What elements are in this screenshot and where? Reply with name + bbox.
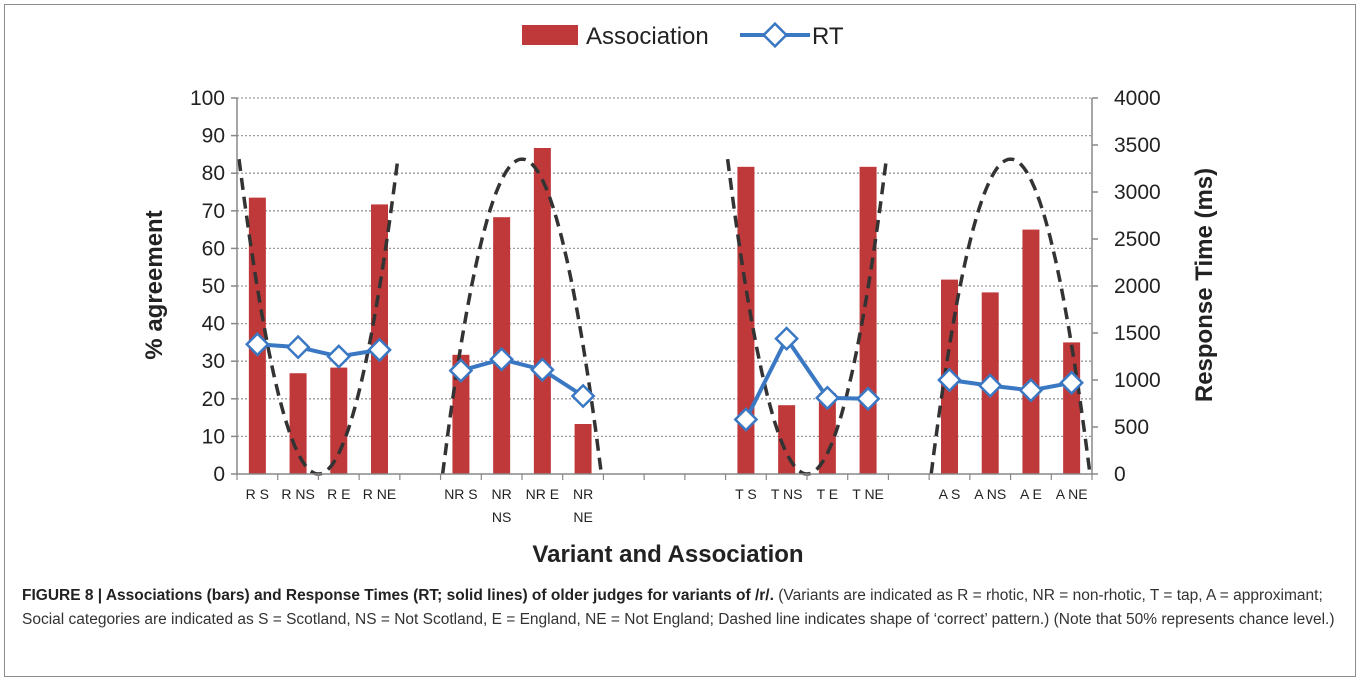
x-tick-label: T NE (852, 486, 884, 502)
x-tick-label: A NS (974, 486, 1006, 502)
association-bar (1063, 342, 1081, 474)
tick-labels: 0102030405060708090100050010001500200025… (190, 87, 1161, 525)
rt-marker (570, 383, 596, 409)
x-tick-label: A S (939, 486, 961, 502)
chart: 0102030405060708090100050010001500200025… (141, 21, 1218, 568)
association-bar (493, 217, 511, 474)
y-tick-label: 20 (202, 388, 225, 411)
y-tick-label: 70 (202, 200, 225, 223)
legend-association-swatch (522, 25, 578, 45)
caption-lead: FIGURE 8 | Associations (bars) and Respo… (22, 587, 774, 604)
y-tick-label: 30 (202, 350, 225, 373)
y2-tick-label: 3000 (1114, 181, 1161, 204)
x-tick-label: NR S (444, 486, 477, 502)
figure-frame (4, 4, 1356, 677)
y2-tick-label: 500 (1114, 416, 1149, 439)
rt-marker (733, 407, 759, 432)
x-tick-label: NE (573, 509, 592, 525)
rt-line (460, 357, 585, 398)
y2-tick-label: 3500 (1114, 134, 1161, 157)
rt-marker (285, 334, 311, 360)
association-bar (1022, 229, 1040, 474)
rt-marker (774, 326, 799, 351)
rt-marker (489, 346, 514, 372)
association-bar (330, 367, 348, 474)
y2-tick-label: 0 (1114, 463, 1126, 486)
y-tick-label: 90 (202, 125, 225, 148)
association-bar (289, 373, 307, 474)
association-bar (778, 405, 796, 474)
caption-body: (Variants are indicated as R = rhotic, N… (22, 587, 1335, 628)
rt-marker (245, 331, 270, 357)
rt-marker (448, 358, 474, 383)
association-bars (248, 148, 1081, 475)
x-tick-label: R E (327, 486, 350, 502)
rt-marker (326, 344, 352, 369)
rt-marker (1059, 370, 1084, 396)
x-tick-label: T S (735, 486, 757, 502)
association-bar (452, 354, 470, 474)
y-tick-label: 60 (202, 237, 225, 260)
rt-marker (937, 367, 962, 393)
legend: Association RT (522, 21, 844, 50)
rt-line (257, 342, 380, 359)
y-axis-title: % agreement (141, 210, 168, 359)
rt-marker (367, 337, 392, 363)
x-tick-label: T NS (771, 486, 803, 502)
legend-rt-marker (761, 21, 789, 49)
axes (231, 97, 1098, 480)
x-tick-label: R S (246, 486, 269, 502)
association-bar (818, 393, 836, 474)
association-bar (533, 148, 551, 474)
correct-pattern-curve (440, 157, 604, 475)
rt-marker (530, 357, 555, 383)
rt-line (744, 334, 869, 421)
x-axis-title: Variant and Association (532, 541, 803, 568)
y-tick-label: 40 (202, 313, 225, 336)
rt-marker (855, 386, 881, 412)
rt-marker (1018, 377, 1044, 403)
y2-tick-label: 4000 (1114, 87, 1161, 110)
y-tick-label: 80 (202, 162, 225, 185)
x-tick-label: NR E (526, 486, 559, 502)
y2-tick-label: 1500 (1114, 322, 1161, 345)
y-tick-label: 0 (213, 463, 225, 486)
correct-pattern-curves (237, 157, 1092, 476)
x-tick-label: T E (817, 486, 839, 502)
x-tick-label: NR (492, 486, 512, 502)
y2-tick-label: 2000 (1114, 275, 1161, 298)
x-tick-label: A E (1020, 486, 1042, 502)
association-bar (574, 423, 592, 474)
x-tick-label: R NS (281, 486, 314, 502)
figure-caption: FIGURE 8 | Associations (bars) and Respo… (22, 584, 1340, 632)
y2-tick-label: 1000 (1114, 369, 1161, 392)
y-tick-label: 50 (202, 275, 225, 298)
x-tick-label: NR (573, 486, 593, 502)
y2-tick-label: 2500 (1114, 228, 1161, 251)
rt-marker (815, 385, 840, 411)
y2-axis-title: Response Time (ms) (1191, 168, 1218, 402)
rt-line (949, 378, 1072, 393)
x-tick-label: NS (492, 509, 511, 525)
association-bar (737, 166, 755, 475)
y-tick-label: 100 (190, 87, 225, 110)
correct-pattern-curve (929, 157, 1092, 475)
legend-association-label: Association (586, 23, 709, 50)
y-tick-label: 10 (202, 425, 225, 448)
legend-rt-label: RT (812, 23, 844, 50)
x-tick-label: R NE (363, 486, 396, 502)
rt-lines (245, 326, 1084, 432)
x-tick-label: A NE (1056, 486, 1088, 502)
rt-marker (977, 373, 1003, 398)
